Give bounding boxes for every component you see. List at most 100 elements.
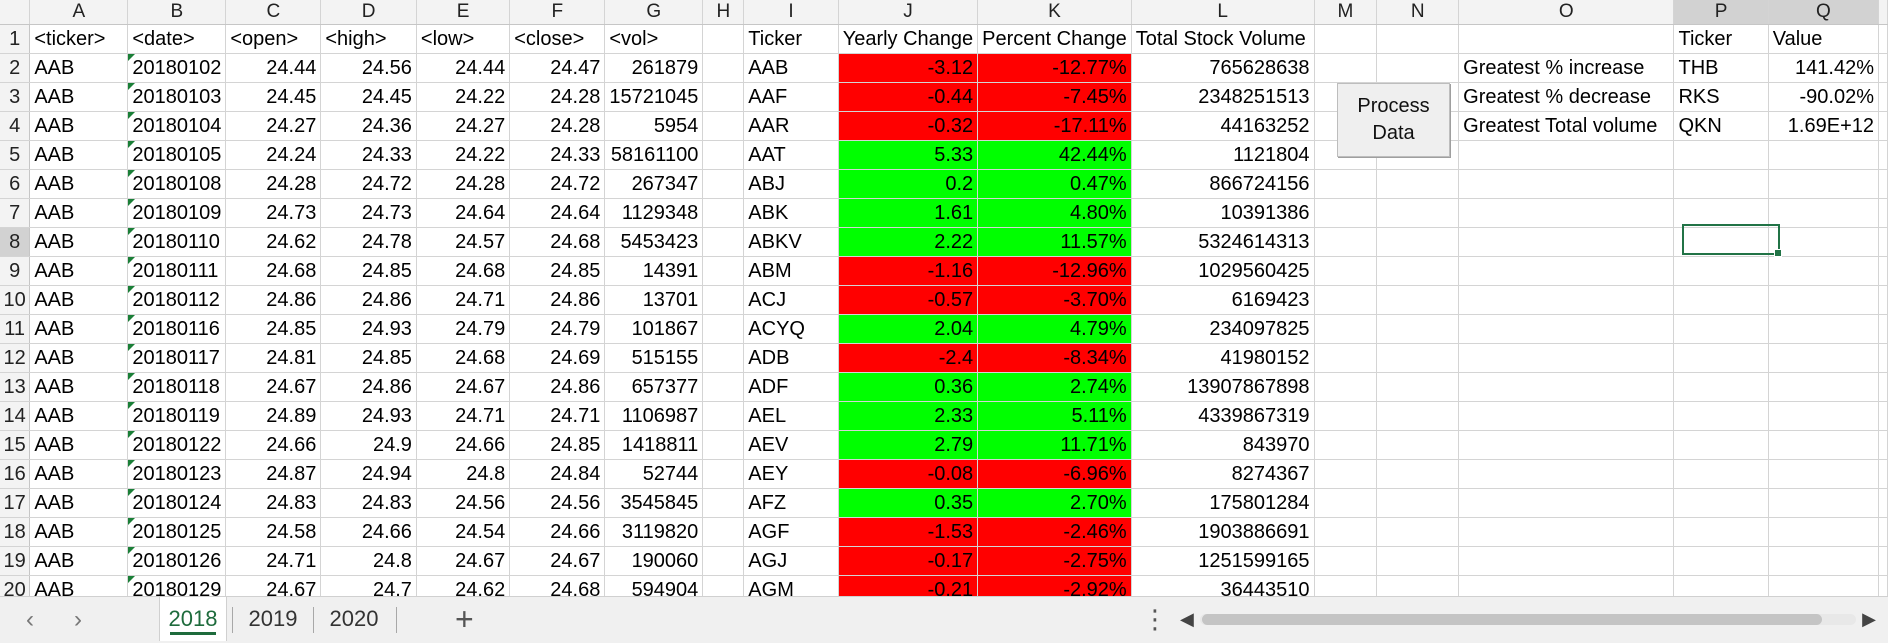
cell-q[interactable] — [1768, 198, 1880, 228]
cell-q[interactable] — [1768, 401, 1880, 431]
sheet-tab-2018[interactable]: 2018 — [159, 597, 227, 641]
column-header-q[interactable]: Q — [1768, 0, 1880, 25]
cell-o[interactable] — [1458, 575, 1675, 596]
cell-k[interactable]: -2.75% — [977, 546, 1132, 576]
cell-p[interactable] — [1673, 401, 1769, 431]
cell-c[interactable]: 24.73 — [225, 198, 322, 228]
cell-k[interactable]: 4.79% — [977, 314, 1132, 344]
cell-q[interactable] — [1768, 546, 1880, 576]
cell-f[interactable]: 24.85 — [509, 430, 606, 460]
cell-d[interactable]: 24.33 — [320, 140, 417, 170]
cell-e[interactable]: 24.28 — [416, 169, 511, 199]
cell-k[interactable]: -2.46% — [977, 517, 1132, 547]
cell-k[interactable]: 5.11% — [977, 401, 1132, 431]
cell-f[interactable]: 24.56 — [509, 488, 606, 518]
cell-g[interactable]: 267347 — [604, 169, 704, 199]
cell-h[interactable] — [702, 372, 745, 402]
row-header[interactable]: 16 — [0, 459, 31, 489]
row-header[interactable]: 11 — [0, 314, 31, 344]
cell-q[interactable] — [1768, 314, 1880, 344]
cell-g[interactable]: 13701 — [604, 285, 704, 315]
cell-j[interactable]: -0.08 — [838, 459, 979, 489]
cell-j[interactable]: 0.36 — [838, 372, 979, 402]
cell-n[interactable] — [1376, 372, 1460, 402]
cell-d[interactable]: 24.86 — [320, 372, 417, 402]
cell-n[interactable] — [1376, 285, 1460, 315]
cell-a[interactable]: AAB — [29, 111, 129, 141]
cell[interactable] — [1878, 82, 1888, 112]
plus-icon[interactable]: + — [455, 601, 474, 637]
cell-f[interactable]: 24.79 — [509, 314, 606, 344]
row-header[interactable]: 12 — [0, 343, 31, 373]
cell-k[interactable]: 42.44% — [977, 140, 1132, 170]
cell-l[interactable]: 5324614313 — [1131, 227, 1315, 257]
row-header[interactable]: 20 — [0, 575, 31, 596]
header-cell[interactable]: <date> — [127, 24, 227, 54]
cell-i[interactable]: AEY — [743, 459, 839, 489]
cell-d[interactable]: 24.83 — [320, 488, 417, 518]
cell[interactable] — [1878, 372, 1888, 402]
cell-m[interactable] — [1314, 343, 1378, 373]
cell-h[interactable] — [702, 111, 745, 141]
row-header[interactable]: 14 — [0, 401, 31, 431]
row-header[interactable]: 1 — [0, 24, 31, 54]
cell-m[interactable] — [1314, 227, 1378, 257]
cell-c[interactable]: 24.71 — [225, 546, 322, 576]
header-cell[interactable]: <close> — [509, 24, 606, 54]
sheet-tab-2020[interactable]: 2020 — [318, 597, 390, 641]
chevron-left-icon[interactable]: ‹ — [26, 606, 34, 633]
cell-o[interactable] — [1458, 140, 1675, 170]
cell-d[interactable]: 24.66 — [320, 517, 417, 547]
row-header[interactable]: 10 — [0, 285, 31, 315]
column-header-n[interactable]: N — [1376, 0, 1460, 25]
row-header[interactable]: 19 — [0, 546, 31, 576]
cell-l[interactable]: 234097825 — [1131, 314, 1315, 344]
cell[interactable] — [1878, 140, 1888, 170]
cell-o[interactable] — [1458, 546, 1675, 576]
cell-q[interactable] — [1768, 256, 1880, 286]
cell-i[interactable]: ABK — [743, 198, 839, 228]
cell-i[interactable]: ADF — [743, 372, 839, 402]
cell-c[interactable]: 24.85 — [225, 314, 322, 344]
cell-i[interactable]: AGF — [743, 517, 839, 547]
cell-b[interactable]: 20180109 — [127, 198, 227, 228]
cell-p[interactable] — [1673, 256, 1769, 286]
cell-q[interactable] — [1768, 169, 1880, 199]
cell-d[interactable]: 24.86 — [320, 285, 417, 315]
chevron-right-icon[interactable]: › — [74, 606, 82, 633]
cell-d[interactable]: 24.93 — [320, 314, 417, 344]
cell-g[interactable]: 5954 — [604, 111, 704, 141]
cell-f[interactable]: 24.33 — [509, 140, 606, 170]
cell-o[interactable] — [1458, 343, 1675, 373]
cell-m[interactable] — [1314, 314, 1378, 344]
cell-c[interactable]: 24.24 — [225, 140, 322, 170]
cell-p[interactable] — [1673, 314, 1769, 344]
cell-g[interactable]: 261879 — [604, 53, 704, 83]
cell-c[interactable]: 24.62 — [225, 227, 322, 257]
cell-g[interactable]: 1418811 — [604, 430, 704, 460]
cell-n[interactable] — [1376, 459, 1460, 489]
cell-o[interactable] — [1458, 314, 1675, 344]
cell[interactable] — [1878, 488, 1888, 518]
cell-j[interactable]: 2.79 — [838, 430, 979, 460]
cell-j[interactable]: -2.4 — [838, 343, 979, 373]
cell-j[interactable]: -1.16 — [838, 256, 979, 286]
cell-c[interactable]: 24.83 — [225, 488, 322, 518]
cell-b[interactable]: 20180116 — [127, 314, 227, 344]
cell-l[interactable]: 41980152 — [1131, 343, 1315, 373]
cell-c[interactable]: 24.68 — [225, 256, 322, 286]
cell-b[interactable]: 20180105 — [127, 140, 227, 170]
cell-a[interactable]: AAB — [29, 575, 129, 596]
cell-g[interactable]: 190060 — [604, 546, 704, 576]
cell-k[interactable]: 11.57% — [977, 227, 1132, 257]
more-vertical-icon[interactable]: ⋮ — [1142, 604, 1168, 634]
row-header[interactable]: 8 — [0, 227, 31, 257]
cell-b[interactable]: 20180104 — [127, 111, 227, 141]
cell-m[interactable] — [1314, 53, 1378, 83]
row-header[interactable]: 6 — [0, 169, 31, 199]
cell-j[interactable]: -0.17 — [838, 546, 979, 576]
cell-i[interactable]: AAR — [743, 111, 839, 141]
cell-e[interactable]: 24.8 — [416, 459, 511, 489]
